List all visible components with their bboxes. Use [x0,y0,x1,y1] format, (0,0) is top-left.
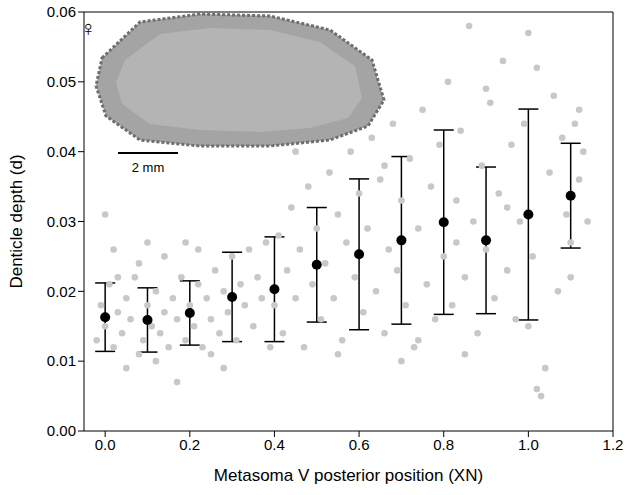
svg-text:1.2: 1.2 [603,436,624,453]
svg-text:0.0: 0.0 [95,436,116,453]
svg-text:0.6: 0.6 [349,436,370,453]
svg-text:0.2: 0.2 [179,436,200,453]
svg-text:♀: ♀ [80,16,97,41]
svg-text:1.0: 1.0 [518,436,539,453]
svg-text:0.05: 0.05 [47,73,76,90]
svg-text:0.02: 0.02 [47,283,76,300]
svg-text:0.8: 0.8 [433,436,454,453]
svg-text:0.06: 0.06 [47,3,76,20]
svg-text:Denticle depth (d): Denticle depth (d) [7,154,26,288]
svg-text:2 mm: 2 mm [132,160,165,175]
svg-text:0.4: 0.4 [264,436,285,453]
svg-text:0.04: 0.04 [47,143,76,160]
svg-text:Metasoma V posterior position: Metasoma V posterior position (XN) [214,466,483,485]
svg-text:0.00: 0.00 [47,422,76,439]
svg-text:0.01: 0.01 [47,352,76,369]
svg-text:0.03: 0.03 [47,213,76,230]
